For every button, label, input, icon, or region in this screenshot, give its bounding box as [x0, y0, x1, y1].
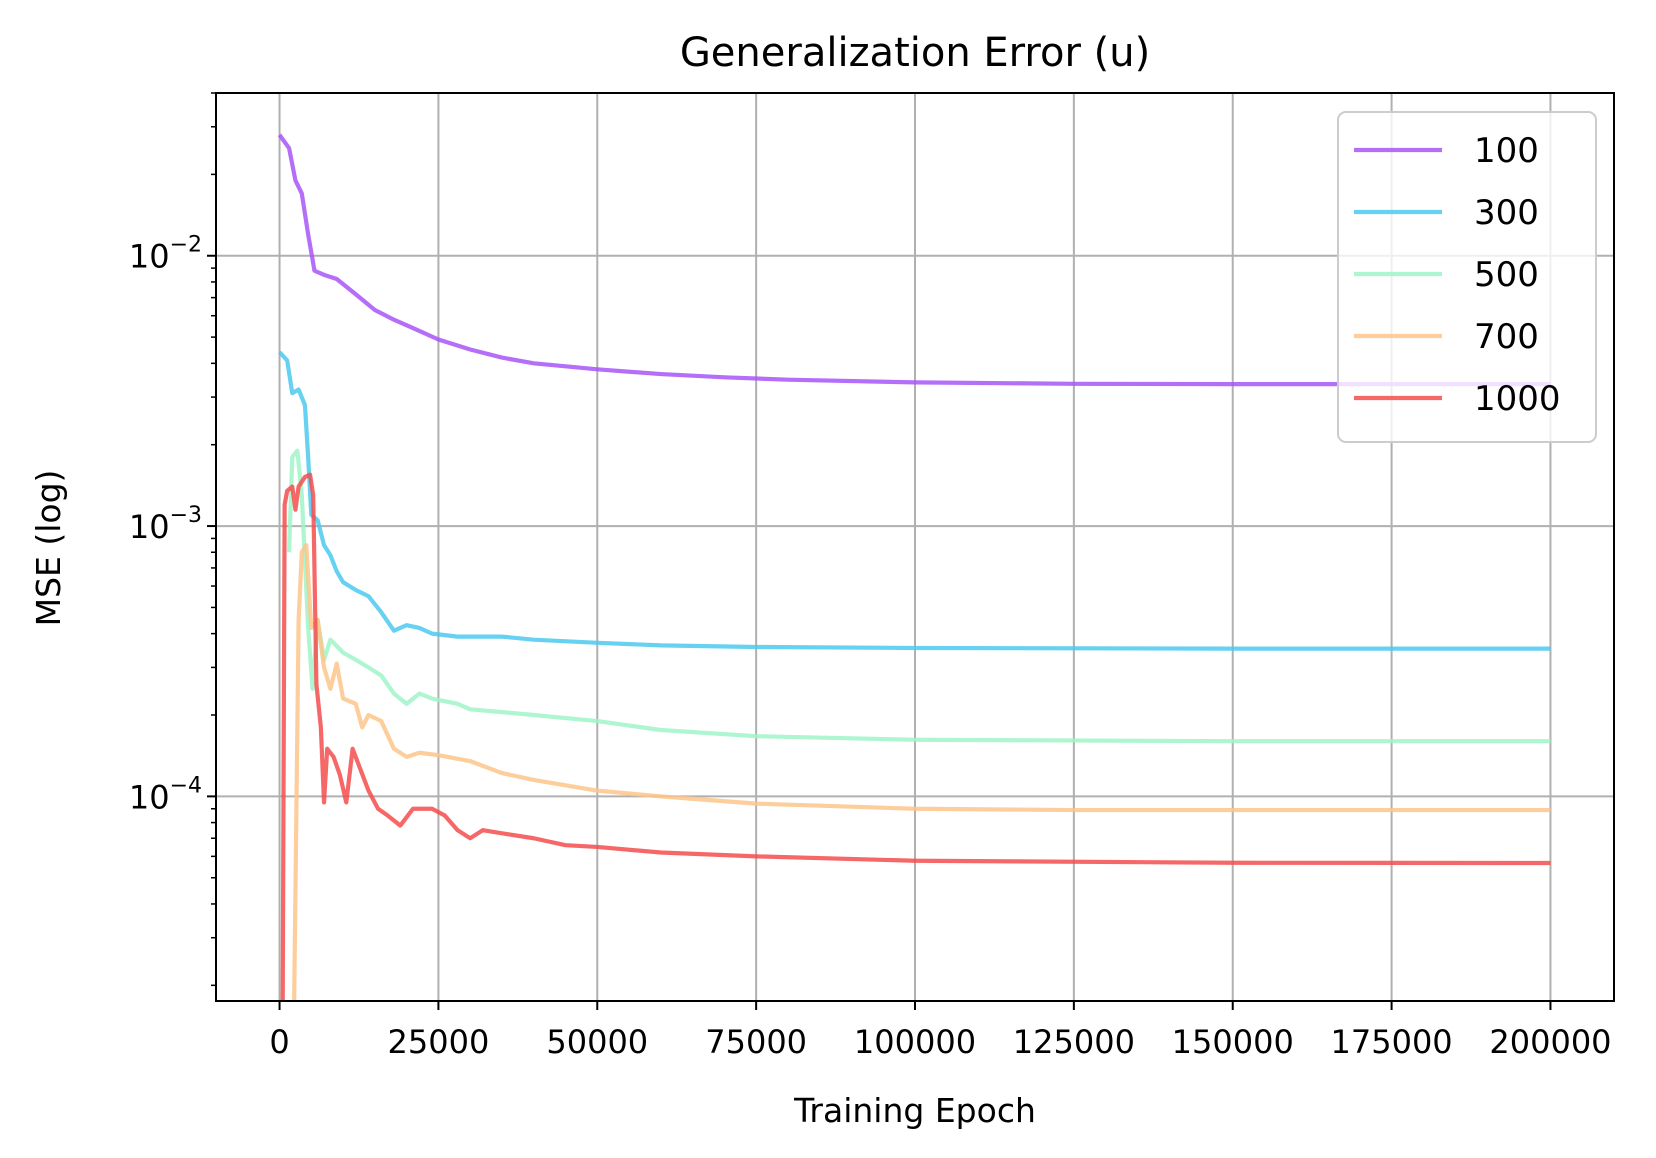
x-axis: 0 25000 50000 75000 100000 125000 150000 175000…	[269, 1001, 1612, 1061]
x-tick-label: 25000	[388, 1023, 490, 1061]
legend-label: 700	[1474, 317, 1539, 357]
x-tick-label: 100000	[854, 1023, 976, 1061]
y-tick-base: 10	[129, 508, 170, 546]
legend-label: 500	[1474, 255, 1539, 295]
chart-title: Generalization Error (u)	[680, 30, 1150, 76]
y-axis: 10−210−310−4	[129, 92, 216, 987]
legend-label: 300	[1474, 193, 1539, 233]
x-axis-label: Training Epoch	[793, 1091, 1036, 1130]
y-tick-label: 10−4	[129, 773, 202, 816]
series-line-100	[277, 133, 1551, 387]
y-tick-label: 10−2	[129, 233, 202, 276]
legend-label: 100	[1474, 131, 1539, 171]
x-tick-label: 75000	[705, 1023, 807, 1061]
legend-box	[1337, 111, 1597, 443]
y-tick-base: 10	[129, 238, 170, 276]
legend-label: 1000	[1474, 379, 1561, 419]
series-line-1000	[280, 472, 1551, 1001]
y-tick-exponent: −2	[170, 233, 202, 258]
series-line-500	[286, 448, 1551, 744]
y-tick-base: 10	[129, 778, 170, 816]
y-axis-label: MSE (log)	[29, 470, 68, 627]
legend: 100 300 500 700 1000	[1337, 111, 1597, 443]
x-tick-label: 175000	[1331, 1023, 1453, 1061]
series-layer	[277, 133, 1551, 1001]
x-tick-label: 125000	[1013, 1023, 1135, 1061]
y-tick-exponent: −3	[170, 503, 202, 528]
x-tick-label: 0	[269, 1023, 289, 1061]
x-tick-label: 150000	[1172, 1023, 1294, 1061]
x-tick-label: 50000	[546, 1023, 648, 1061]
series-line-300	[278, 350, 1551, 651]
y-tick-exponent: −4	[170, 773, 202, 798]
y-tick-label: 10−3	[129, 503, 202, 546]
x-tick-label: 200000	[1489, 1023, 1611, 1061]
